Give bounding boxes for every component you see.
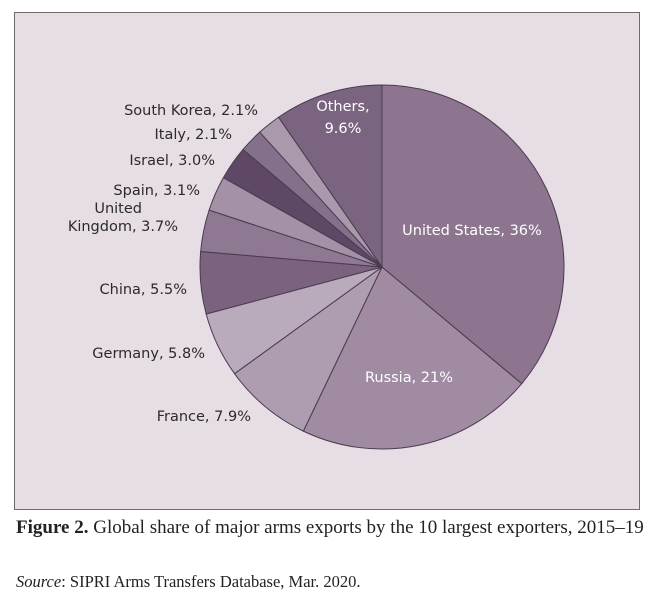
slice-label-russia: Russia, 21% bbox=[365, 370, 453, 386]
slice-label-spain: Spain, 3.1% bbox=[113, 183, 200, 199]
pie-slices bbox=[199, 84, 565, 450]
pie-slice-united-states bbox=[381, 84, 565, 385]
figure-number: Figure 2. bbox=[16, 517, 89, 538]
source-text: : SIPRI Arms Transfers Database, Mar. 20… bbox=[61, 572, 361, 591]
pie-slice-russia bbox=[302, 266, 523, 450]
chart-panel: United States, 36% Russia, 21% France, 7.9… bbox=[14, 12, 640, 510]
pie-slice-france bbox=[233, 266, 383, 432]
slice-label-united-states: United States, 36% bbox=[402, 223, 542, 239]
slice-label-united-kingdom: United Kingdom, 3.7% bbox=[68, 201, 178, 235]
pie-labels: United States, 36% Russia, 21% France, 7.9… bbox=[68, 99, 542, 425]
slice-label-others: Others, 9.6% bbox=[316, 99, 369, 137]
pie-chart: United States, 36% Russia, 21% France, 7.9… bbox=[68, 84, 565, 450]
figure-source: Source: SIPRI Arms Transfers Database, M… bbox=[16, 572, 361, 592]
slice-label-israel: Israel, 3.0% bbox=[129, 153, 215, 169]
slice-label-china: China, 5.5% bbox=[100, 282, 187, 298]
slice-label-italy: Italy, 2.1% bbox=[154, 127, 232, 143]
slice-label-france: France, 7.9% bbox=[157, 409, 251, 425]
figure-caption-text: Global share of major arms exports by th… bbox=[93, 517, 644, 538]
figure-caption: Figure 2. Global share of major arms exp… bbox=[16, 515, 646, 540]
source-label: Source bbox=[16, 572, 62, 591]
slice-label-south-korea: South Korea, 2.1% bbox=[124, 103, 258, 119]
pie-slice-others bbox=[277, 84, 383, 269]
slice-label-germany: Germany, 5.8% bbox=[92, 346, 205, 362]
